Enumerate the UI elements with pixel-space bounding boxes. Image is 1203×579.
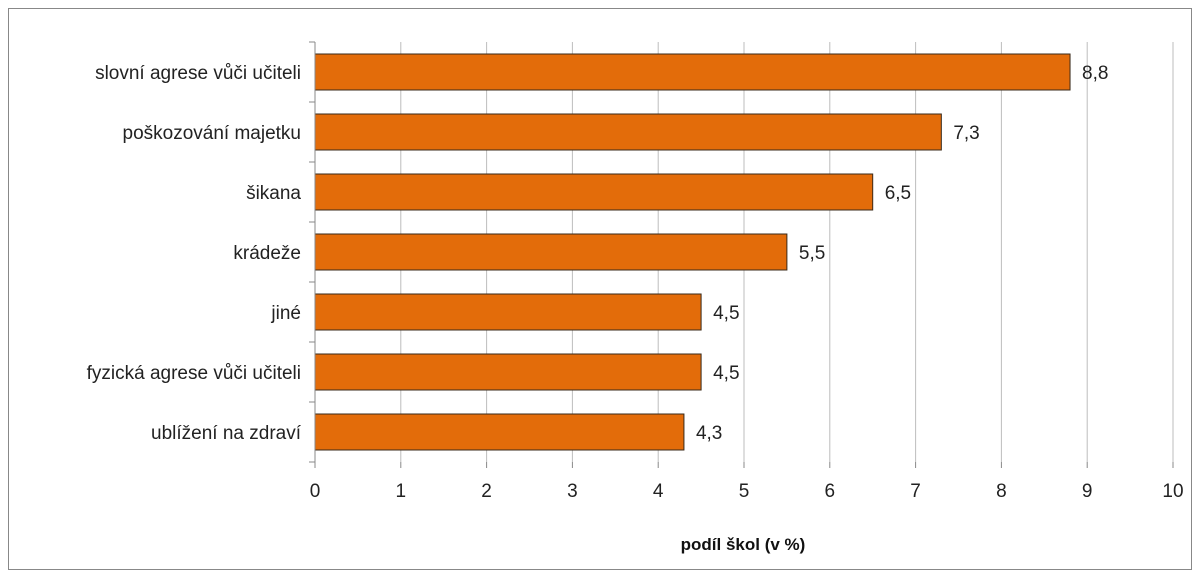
x-tick-label: 4 (653, 481, 664, 502)
x-tick-label: 5 (739, 481, 750, 502)
category-label: slovní agrese vůči učiteli (95, 63, 301, 84)
x-tick-label: 0 (310, 481, 321, 502)
bar (314, 233, 788, 271)
bars (314, 53, 1071, 451)
x-axis-title: podíl škol (v %) (681, 535, 806, 554)
chart-frame (8, 8, 1192, 570)
data-label: 5,5 (799, 243, 825, 264)
data-label: 4,5 (713, 363, 739, 384)
category-label: jiné (270, 303, 301, 324)
gridlines (400, 42, 1174, 462)
category-label: poškozování majetku (123, 123, 302, 144)
category-label: ublížení na zdraví (151, 423, 302, 444)
x-tick-label: 3 (567, 481, 578, 502)
x-tick-label: 9 (1082, 481, 1093, 502)
data-label: 7,3 (953, 123, 979, 144)
x-tick-label: 7 (910, 481, 921, 502)
data-label: 4,5 (713, 303, 739, 324)
labels: 0 1 2 3 4 5 6 7 8 9 10 slovní agrese vůči učiteli 8,… (87, 63, 1184, 502)
data-label: 8,8 (1082, 63, 1108, 84)
category-label: šikana (246, 183, 301, 204)
bar (314, 53, 1071, 91)
x-tick-label: 6 (825, 481, 836, 502)
bar (314, 113, 942, 151)
x-tick-label: 8 (996, 481, 1007, 502)
x-tick-label: 10 (1162, 481, 1183, 502)
x-tick-label: 1 (396, 481, 407, 502)
x-tick-label: 2 (481, 481, 492, 502)
bar (314, 413, 685, 451)
bar (314, 173, 874, 211)
category-label: fyzická agrese vůči učiteli (87, 363, 301, 384)
bar (314, 353, 702, 391)
data-label: 4,3 (696, 423, 722, 444)
axes (309, 41, 1174, 468)
data-label: 6,5 (885, 183, 911, 204)
category-label: krádeže (233, 243, 301, 264)
bar (314, 293, 702, 331)
